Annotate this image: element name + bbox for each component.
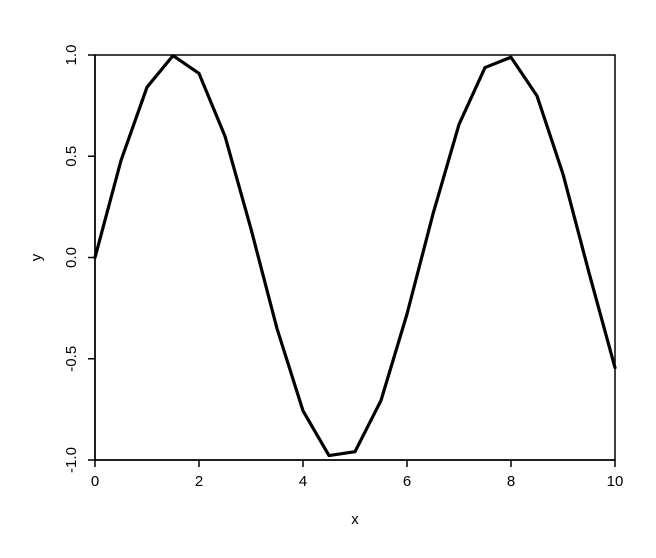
- x-tick-label: 8: [507, 473, 515, 490]
- x-tick-label: 2: [195, 473, 203, 490]
- sine-line-chart: 0 2 4 6 8 10 -1.0 -0.5 0.0 0.5 1.0 x y: [0, 0, 656, 558]
- x-tick-label: 4: [299, 473, 307, 490]
- x-tick-label: 10: [607, 473, 624, 490]
- y-tick-label: 0.5: [63, 146, 80, 167]
- chart-svg: 0 2 4 6 8 10 -1.0 -0.5 0.0 0.5 1.0 x y: [0, 0, 656, 558]
- x-axis-label: x: [351, 511, 359, 528]
- y-tick-label: -1.0: [63, 447, 80, 473]
- y-tick-label: 0.0: [63, 247, 80, 268]
- y-axis-label: y: [28, 253, 45, 261]
- x-tick-label: 0: [91, 473, 99, 490]
- y-tick-label: -0.5: [63, 346, 80, 372]
- y-tick-label: 1.0: [63, 45, 80, 66]
- x-tick-label: 6: [403, 473, 411, 490]
